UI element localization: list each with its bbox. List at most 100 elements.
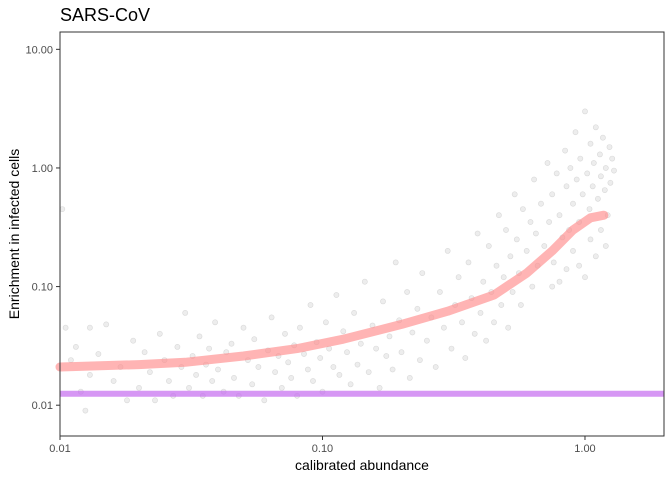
data-point: [509, 289, 516, 295]
data-point: [567, 165, 574, 171]
y-tick-label: 10.00: [25, 44, 53, 56]
trend-line: [55, 210, 609, 372]
data-point: [549, 283, 556, 290]
data-point: [598, 227, 604, 233]
data-point: [174, 343, 181, 350]
data-point: [419, 270, 426, 276]
data-point: [251, 336, 258, 343]
data-point: [586, 206, 593, 212]
data-point: [587, 140, 594, 147]
data-point: [392, 259, 399, 266]
data-point: [523, 247, 530, 254]
data-point: [365, 369, 372, 375]
data-point: [330, 364, 337, 370]
data-point: [317, 355, 324, 361]
data-point: [611, 167, 617, 174]
data-point: [409, 329, 416, 336]
data-point: [570, 247, 576, 254]
y-tick-label: 0.10: [32, 282, 53, 294]
data-point: [491, 319, 497, 326]
data-point: [495, 212, 502, 219]
data-point: [406, 374, 413, 381]
data-point: [440, 324, 447, 331]
data-point: [351, 309, 357, 316]
data-point: [436, 289, 443, 295]
data-point: [156, 330, 163, 337]
y-tick-label: 0.01: [32, 400, 53, 412]
data-point: [500, 274, 507, 281]
data-point: [573, 176, 580, 183]
data-point: [582, 108, 588, 115]
data-point: [389, 366, 396, 373]
data-point: [285, 359, 292, 366]
data-point: [432, 364, 439, 370]
data-point: [518, 302, 524, 308]
data-point: [231, 374, 237, 381]
data-point: [483, 337, 489, 344]
data-point: [587, 236, 594, 243]
data-point: [340, 328, 347, 335]
data-point: [347, 381, 354, 388]
data-point: [165, 378, 172, 384]
data-point: [193, 371, 199, 378]
data-point: [598, 173, 604, 180]
data-point: [584, 170, 591, 177]
data-point: [590, 160, 597, 166]
data-point: [386, 333, 393, 340]
panel-border: [59, 31, 665, 437]
data-point: [215, 366, 221, 373]
data-point: [563, 266, 570, 273]
data-point: [228, 340, 235, 347]
data-point: [582, 274, 588, 281]
data-point: [498, 302, 505, 308]
data-point: [82, 407, 89, 414]
data-point: [503, 227, 509, 233]
data-point: [141, 349, 148, 356]
data-point: [73, 343, 79, 350]
data-point: [354, 361, 361, 368]
data-point: [462, 355, 469, 361]
data-point: [505, 324, 512, 331]
data-point: [601, 187, 608, 193]
data-point: [538, 200, 544, 207]
data-point: [209, 378, 216, 384]
data-point: [307, 302, 314, 308]
data-point: [507, 253, 514, 260]
data-point: [398, 349, 405, 356]
data-point: [602, 165, 609, 171]
data-point: [272, 369, 278, 375]
data-point: [600, 134, 606, 141]
data-point: [62, 324, 69, 331]
data-point: [597, 151, 603, 158]
data-point: [196, 333, 203, 340]
data-point: [373, 345, 379, 352]
data-point: [414, 305, 421, 312]
data-point: [606, 144, 613, 150]
data-point: [589, 183, 596, 190]
data-point: [376, 384, 383, 391]
data-point: [562, 147, 568, 154]
data-point: [240, 324, 247, 331]
data-point: [595, 195, 601, 202]
data-point: [544, 160, 551, 166]
data-point: [477, 309, 484, 316]
data-point: [212, 319, 218, 326]
chart-title: SARS-CoV: [60, 5, 150, 25]
data-point: [124, 397, 130, 404]
data-point: [95, 351, 102, 357]
data-point: [152, 397, 158, 404]
data-point: [383, 353, 390, 359]
data-point: [576, 262, 582, 269]
data-point: [278, 384, 285, 391]
data-point: [592, 253, 599, 260]
data-point: [493, 262, 500, 269]
data-point: [357, 340, 364, 347]
data-point: [556, 212, 563, 219]
data-point: [344, 349, 350, 356]
data-point: [480, 278, 487, 285]
data-point: [416, 357, 423, 363]
x-tick-label: 1.00: [574, 443, 595, 455]
data-point: [607, 179, 614, 186]
data-point: [361, 278, 368, 285]
